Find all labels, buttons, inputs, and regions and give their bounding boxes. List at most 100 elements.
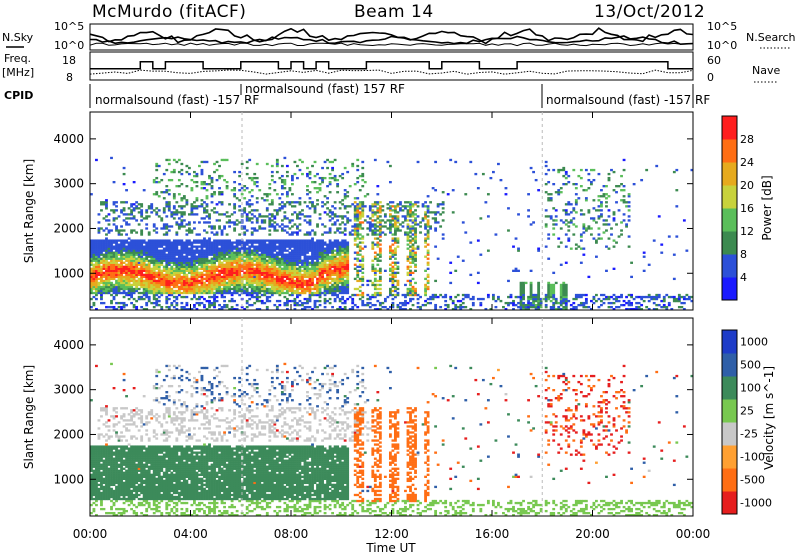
power-cell [155, 281, 159, 285]
power-cell [426, 237, 430, 240]
power-cell [105, 271, 108, 275]
power-cell [509, 293, 513, 297]
power-cell [296, 295, 299, 299]
power-cell [190, 269, 194, 272]
power-cell [313, 267, 317, 270]
power-cell [411, 249, 415, 252]
power-cell [240, 289, 244, 293]
power-cell [293, 247, 297, 250]
power-cell [361, 211, 365, 214]
power-cell [112, 180, 116, 184]
power-cell [343, 263, 347, 266]
power-cell [564, 233, 568, 236]
power-cell [409, 279, 412, 283]
power-cell [263, 251, 267, 254]
power-cell [321, 263, 324, 266]
power-cell [291, 275, 294, 279]
power-cell [353, 207, 357, 210]
power-cell [333, 293, 337, 297]
power-cell [140, 229, 144, 232]
power-cell [182, 197, 186, 200]
power-cell [208, 271, 211, 275]
power-cell [220, 271, 224, 275]
power-cell [218, 239, 221, 242]
power-cell [225, 271, 229, 275]
power-cell [142, 257, 146, 260]
power-cell [127, 261, 131, 264]
power-cell [150, 275, 154, 279]
power-cell [132, 243, 136, 246]
power-cell [235, 289, 239, 293]
power-cell [155, 261, 159, 264]
power-cell [253, 251, 257, 254]
power-cell [230, 251, 234, 254]
power-cell [391, 251, 395, 254]
power-cell [107, 281, 111, 285]
power-cell [253, 271, 257, 275]
power-cell [140, 261, 144, 264]
power-cell [205, 267, 209, 270]
power-cell [341, 269, 345, 272]
power-cell [391, 233, 395, 236]
power-cell [248, 241, 252, 244]
power-cell [414, 213, 417, 216]
power-cell [273, 261, 277, 264]
power-cell [253, 255, 257, 258]
power-cell [293, 307, 297, 311]
power-cell [220, 291, 224, 295]
power-cell [396, 219, 400, 222]
power-cell [396, 237, 400, 240]
power-cell [235, 287, 239, 291]
power-cell [356, 245, 360, 248]
power-cell [426, 233, 430, 236]
power-cell [326, 291, 329, 295]
power-cell [328, 211, 332, 214]
power-cell [102, 217, 106, 220]
power-cell [215, 233, 219, 236]
power-cell [285, 239, 289, 242]
power-cell [378, 231, 382, 234]
power-cell [250, 281, 254, 285]
power-cell [205, 265, 209, 268]
power-cell [494, 299, 498, 303]
power-cell [454, 160, 458, 164]
power-cell [338, 273, 342, 277]
power-cell [338, 277, 342, 281]
power-cell [152, 291, 156, 295]
power-cell [167, 207, 171, 210]
power-cell [388, 267, 392, 270]
power-cell [238, 209, 242, 212]
power-cell [401, 301, 405, 305]
power-cell [210, 243, 214, 246]
power-cell [306, 297, 309, 301]
power-cell [100, 295, 103, 299]
power-cell [288, 201, 292, 204]
power-cell [230, 277, 234, 281]
power-cell [275, 247, 279, 250]
power-cell [137, 245, 141, 248]
power-cell [341, 176, 345, 180]
power-cell [210, 201, 214, 204]
power-cell [170, 261, 174, 264]
power-cell [140, 241, 144, 244]
power-cell [193, 273, 196, 277]
power-cell [215, 241, 219, 244]
power-cell [434, 219, 438, 222]
power-cell [321, 271, 324, 275]
power-cell [265, 239, 269, 242]
power-cell [253, 253, 257, 256]
power-cell [409, 261, 412, 264]
power-cell [193, 239, 196, 242]
power-cell [263, 277, 267, 281]
power-cell [162, 243, 166, 246]
power-cell [185, 203, 189, 206]
power-cell [268, 289, 272, 293]
power-cell [298, 257, 302, 260]
power-cell [97, 263, 101, 266]
power-cell [110, 255, 113, 258]
power-cell [165, 285, 169, 289]
power-cell [544, 209, 548, 212]
power-cell [255, 269, 259, 272]
power-cell [250, 295, 254, 299]
power-cell [303, 239, 307, 242]
